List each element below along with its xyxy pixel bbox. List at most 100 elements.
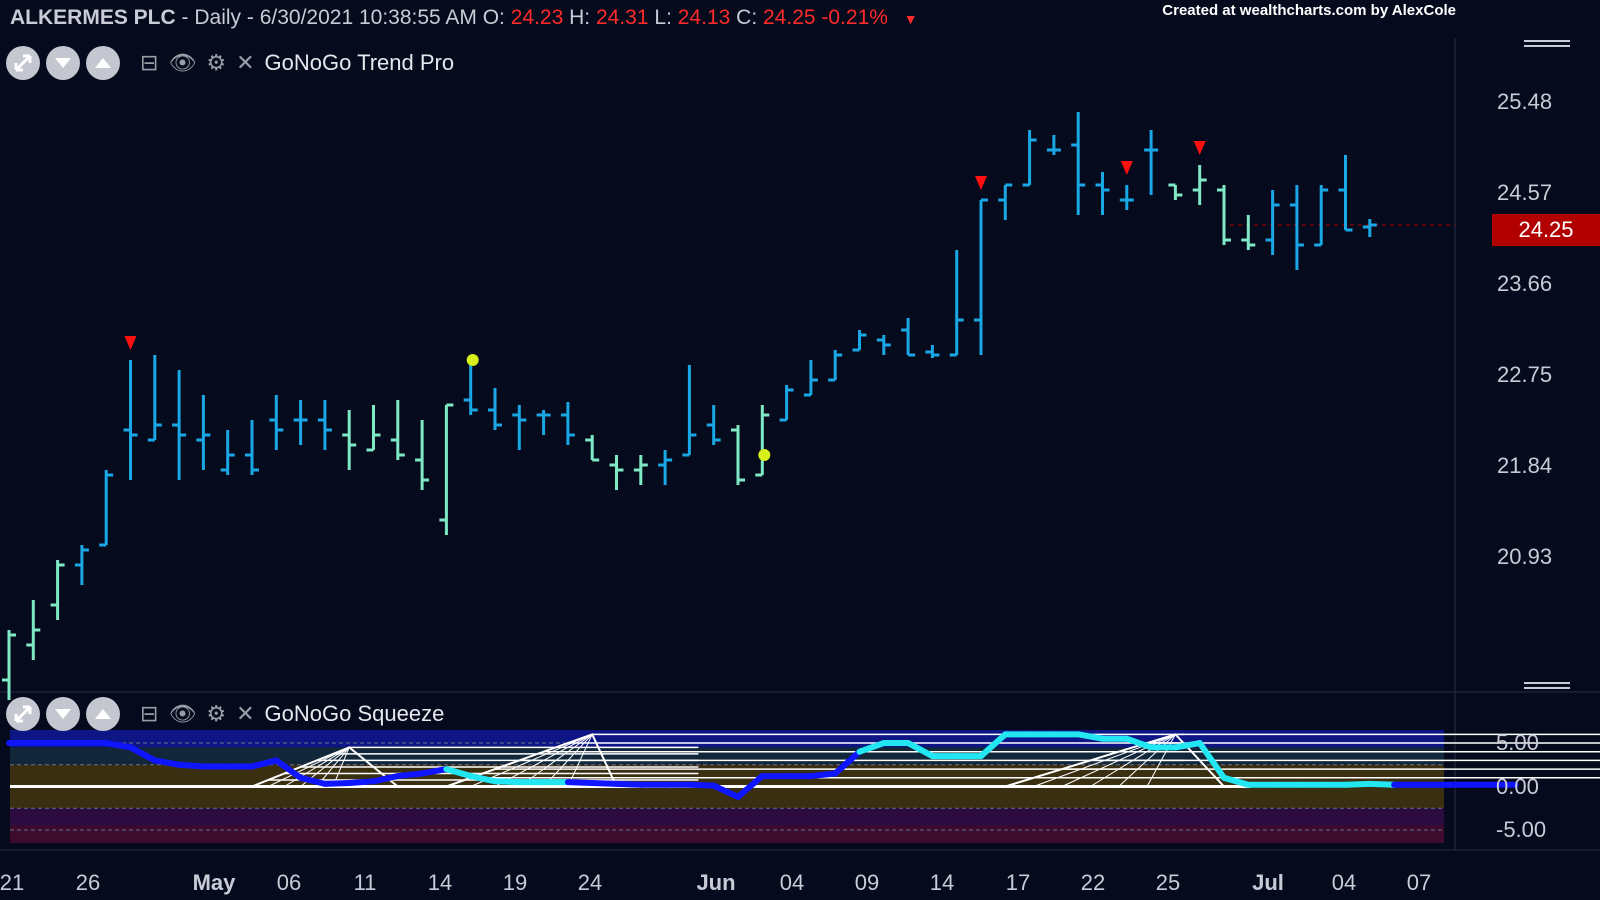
date-axis-label: 21 <box>0 870 25 895</box>
date-axis-label: Jun <box>696 870 736 895</box>
go-dot-marker <box>466 354 479 366</box>
squeeze-band <box>10 825 1444 843</box>
squeeze-axis-label: 0.00 <box>1496 773 1539 799</box>
squeeze-line-segment <box>321 780 353 787</box>
squeeze-panel-controls: ⊟ 👁 ⚙ ✕ GoNoGo Squeeze <box>6 697 444 731</box>
date-axis-label: 25 <box>1155 870 1181 895</box>
squeeze-line-segment <box>613 780 644 788</box>
squeeze-axis-label: 5.00 <box>1496 730 1539 756</box>
eye-icon[interactable]: 👁 <box>168 50 197 75</box>
high-label: H: <box>569 6 591 29</box>
expand-icon <box>14 705 32 723</box>
expand-button[interactable] <box>6 697 40 731</box>
credit-text: Created at wealthcharts.com by AlexCole <box>1162 2 1456 19</box>
move-down-button[interactable] <box>46 697 80 731</box>
squeeze-grid-diagonal <box>1118 733 1176 787</box>
nogo-countertrend-marker <box>975 176 987 190</box>
squeeze-line-segment <box>1123 735 1155 751</box>
squeeze-grid-diagonal <box>316 747 350 787</box>
date-axis-label: 22 <box>1080 870 1106 895</box>
date-axis-label: 14 <box>929 870 955 895</box>
trend-panel-controls: ⊟ 👁 ⚙ ✕ GoNoGo Trend Pro <box>6 46 454 80</box>
squeeze-line-segment <box>710 782 741 800</box>
close-label: C: <box>736 6 758 29</box>
squeeze-line-segment <box>467 773 498 785</box>
squeeze-line-segment <box>492 778 523 786</box>
squeeze-grid-diagonal <box>284 746 350 787</box>
squeeze-line-segment <box>273 757 304 781</box>
squeeze-line-segment <box>905 740 936 760</box>
gear-icon[interactable]: ⚙ <box>206 701 227 726</box>
timeframe-info: - Daily - 6/30/2021 10:38:55 AM <box>181 6 477 29</box>
squeeze-band <box>10 747 1444 765</box>
squeeze-line-segment <box>151 757 183 768</box>
squeeze-line-segment <box>297 774 328 787</box>
squeeze-grid-diagonal <box>1090 733 1176 787</box>
price-axis-label: 21.84 <box>1497 453 1553 478</box>
squeeze-line-segment <box>1342 780 1373 788</box>
move-down-button[interactable] <box>46 46 80 80</box>
squeeze-line-segment <box>346 778 377 787</box>
squeeze-axis-label: -5.00 <box>1496 816 1547 842</box>
price-axis-label: 22.75 <box>1497 362 1553 387</box>
date-axis-label: 09 <box>854 870 880 895</box>
squeeze-line-segment <box>127 744 158 764</box>
chart-header: ALKERMES PLC - Daily - 6/30/2021 10:38:5… <box>10 6 918 30</box>
close-icon[interactable]: ✕ <box>236 701 255 726</box>
panel-resize-handle[interactable] <box>1524 682 1570 692</box>
date-axis-label: 14 <box>427 870 453 895</box>
squeeze-line-segment <box>103 740 134 751</box>
squeeze-line-segment <box>1221 774 1252 788</box>
price-axis-label: 25.48 <box>1497 89 1553 114</box>
date-axis-label: 26 <box>75 870 101 895</box>
gear-icon[interactable]: ⚙ <box>206 50 227 75</box>
date-axis-label: 17 <box>1005 870 1031 895</box>
squeeze-line-segment <box>249 757 280 770</box>
close-icon[interactable]: ✕ <box>236 50 255 75</box>
squeeze-grid-diagonal <box>543 734 593 787</box>
panel-resize-handle[interactable] <box>1524 40 1570 50</box>
squeeze-line-segment <box>443 766 474 780</box>
squeeze-line-segment <box>686 781 717 789</box>
down-triangle-icon: ▼ <box>903 11 918 27</box>
squeeze-line-segment <box>807 770 839 780</box>
nogo-countertrend-marker <box>1193 141 1206 155</box>
move-up-button[interactable] <box>86 46 120 80</box>
squeeze-line-segment <box>1196 740 1227 781</box>
squeeze-line-segment <box>394 770 426 780</box>
chevron-down-icon <box>55 709 71 719</box>
date-axis-label: 11 <box>353 870 377 895</box>
open-label: O: <box>482 6 505 29</box>
date-axis-label: 24 <box>577 870 603 895</box>
price-axis-label: 24.57 <box>1497 180 1553 205</box>
nogo-countertrend-marker <box>1120 161 1133 175</box>
collapse-icon[interactable]: ⊟ <box>140 701 159 726</box>
collapse-icon[interactable]: ⊟ <box>140 50 159 75</box>
go-dot-marker <box>758 449 771 461</box>
squeeze-line-segment <box>176 761 207 770</box>
expand-button[interactable] <box>6 46 40 80</box>
squeeze-line-segment <box>735 773 766 800</box>
squeeze-band <box>10 808 1444 826</box>
squeeze-line-segment <box>832 748 863 777</box>
change-percent: -0.21% <box>821 6 888 29</box>
squeeze-line-segment <box>1075 731 1106 742</box>
squeeze-grid-diagonal <box>1033 733 1176 787</box>
date-axis-label: 07 <box>1406 870 1432 895</box>
eye-icon[interactable]: 👁 <box>168 701 197 726</box>
open-value: 24.23 <box>510 6 564 29</box>
squeeze-grid-diagonal <box>1146 734 1176 787</box>
chevron-up-icon <box>95 58 111 68</box>
date-axis-label: 04 <box>1331 870 1357 895</box>
symbol-name: ALKERMES PLC <box>10 6 176 29</box>
move-up-button[interactable] <box>86 697 120 731</box>
squeeze-panel-title: GoNoGo Squeeze <box>264 701 445 726</box>
squeeze-line-segment <box>419 766 450 777</box>
expand-icon <box>14 54 32 72</box>
last-price-tag: 24.25 <box>1492 214 1600 246</box>
chevron-down-icon <box>55 58 71 68</box>
high-value: 24.31 <box>595 6 649 29</box>
date-axis-label: 04 <box>779 870 805 895</box>
squeeze-grid-diagonal <box>1061 733 1176 787</box>
